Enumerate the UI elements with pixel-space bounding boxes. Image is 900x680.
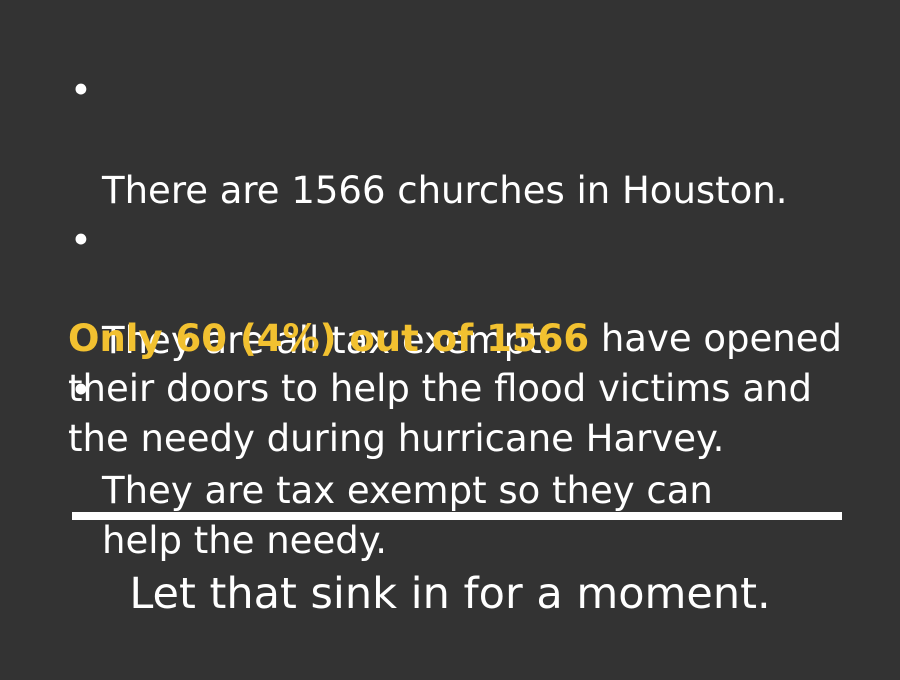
bullet-item: • There are 1566 churches in Houston. (68, 66, 788, 216)
bullet-item: • They are all tax exempt. (68, 216, 788, 366)
bullet-dot: • (70, 219, 92, 262)
bullet-dot: • (70, 69, 92, 112)
bullet-text: They are tax exempt so they can help the… (102, 469, 713, 562)
bullet-item: • They are tax exempt so they can help t… (68, 366, 788, 566)
statistic-paragraph: Only 60 (4%) out of 1566 have opened the… (68, 314, 868, 464)
bullet-list: • There are 1566 churches in Houston. • … (68, 66, 788, 566)
bullet-dot: • (70, 369, 92, 412)
bullet-text: They are all tax exempt. (102, 319, 554, 362)
bullet-text: There are 1566 churches in Houston. (102, 169, 788, 212)
paragraph-rest: have opened their doors to help the floo… (68, 317, 842, 460)
highlighted-statistic: Only 60 (4%) out of 1566 (68, 317, 590, 360)
divider-line (72, 512, 842, 520)
closing-statement: Let that sink in for a moment. (129, 569, 771, 619)
